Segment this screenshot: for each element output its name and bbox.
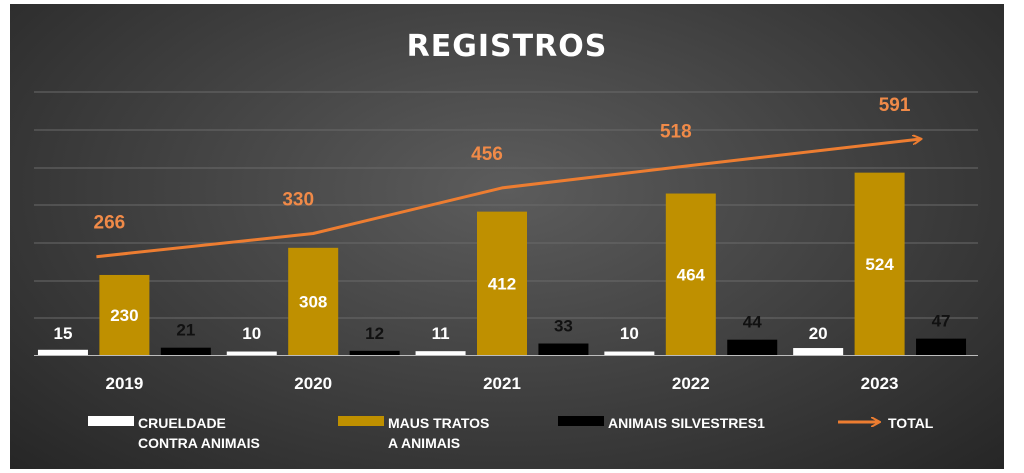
label-crueldade-2021: 11 (432, 324, 450, 343)
legend-swatch-maus-tratos (338, 416, 384, 426)
label-crueldade-2023: 20 (809, 324, 828, 343)
chart-svg: REGISTROS 15 230 21 10 308 12 11 412 33 10 464 44 20… (34, 29, 978, 451)
total-line-group (96, 139, 919, 259)
label-total-2022: 518 (660, 121, 692, 142)
bars (37, 172, 967, 355)
bar-maus-tratos-2022 (665, 193, 716, 355)
label-silvestres-2022: 44 (743, 313, 762, 332)
label-silvestres-2023: 47 (932, 312, 951, 331)
legend-label-maus-tratos-1: MAUS TRATOS (388, 415, 489, 431)
legend-label-silvestres-1: ANIMAIS SILVESTRES1 (608, 415, 765, 431)
label-maus-tratos-2020: 308 (299, 292, 327, 311)
label-crueldade-2022: 10 (620, 324, 639, 343)
total-line (96, 139, 919, 259)
bar-crueldade-2020 (226, 351, 277, 355)
data-labels: 15 230 21 10 308 12 11 412 33 10 464 44 20 524 47 266 33… (54, 95, 951, 343)
x-tick-labels: 2019 2020 2021 2022 2023 (105, 374, 898, 393)
x-tick-2019: 2019 (105, 374, 143, 393)
bar-silvestres-2021 (538, 343, 589, 355)
legend-label-crueldade-2: CONTRA ANIMAIS (138, 435, 260, 451)
legend-label-maus-tratos-2: A ANIMAIS (388, 435, 460, 451)
label-maus-tratos-2019: 230 (110, 306, 138, 325)
bar-maus-tratos-2019 (99, 274, 150, 355)
legend-label-crueldade-1: CRUELDADE (138, 415, 226, 431)
x-tick-2022: 2022 (672, 374, 710, 393)
bar-maus-tratos-2020 (288, 247, 339, 355)
bar-crueldade-2021 (415, 351, 466, 355)
bar-maus-tratos-2021 (477, 211, 527, 355)
label-silvestres-2020: 12 (365, 324, 384, 343)
label-maus-tratos-2023: 524 (865, 255, 894, 274)
label-silvestres-2021: 33 (554, 317, 573, 336)
label-crueldade-2020: 10 (242, 324, 261, 343)
label-total-2023: 591 (879, 95, 911, 116)
bar-maus-tratos-2023 (854, 172, 905, 355)
label-maus-tratos-2022: 464 (677, 265, 706, 284)
bar-silvestres-2020 (349, 350, 400, 355)
label-maus-tratos-2021: 412 (488, 274, 516, 293)
legend-swatch-crueldade (88, 416, 134, 426)
bar-crueldade-2023 (793, 348, 844, 355)
bar-silvestres-2022 (727, 339, 778, 355)
label-total-2021: 456 (471, 144, 503, 165)
bar-silvestres-2023 (916, 338, 967, 355)
x-tick-2021: 2021 (483, 374, 521, 393)
chart-title: REGISTROS (407, 29, 608, 64)
bar-crueldade-2019 (37, 349, 88, 355)
label-silvestres-2019: 21 (176, 321, 195, 340)
legend-swatch-silvestres (558, 416, 604, 426)
legend: CRUELDADE CONTRA ANIMAIS MAUS TRATOS A ANIM… (88, 415, 934, 451)
bar-silvestres-2019 (160, 347, 211, 355)
label-crueldade-2019: 15 (54, 324, 73, 343)
label-total-2020: 330 (282, 190, 314, 211)
legend-label-total: TOTAL (888, 415, 934, 431)
label-total-2019: 266 (94, 213, 126, 234)
x-tick-2023: 2023 (861, 374, 899, 393)
bar-crueldade-2022 (604, 351, 655, 355)
x-tick-2020: 2020 (294, 374, 332, 393)
chart-panel: REGISTROS 15 230 21 10 308 12 11 412 33 10 464 44 20… (10, 4, 1004, 469)
